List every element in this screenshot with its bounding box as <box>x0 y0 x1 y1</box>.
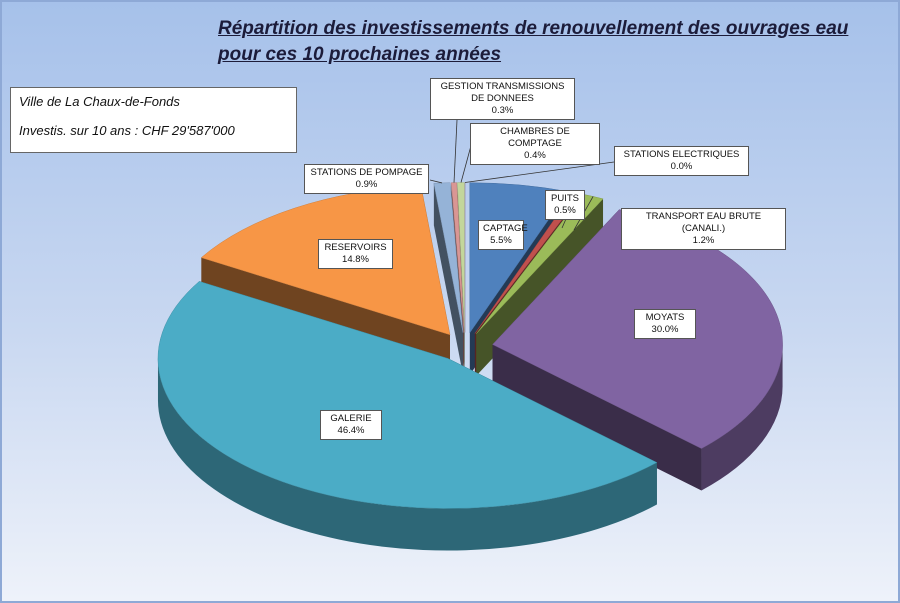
slice <box>433 182 464 333</box>
label-name: STATIONS DE POMPAGE <box>310 167 423 178</box>
label-name: STATIONS ELECTRIQUES <box>623 149 740 160</box>
label-name: RESERVOIRS <box>324 242 387 253</box>
slice-side <box>492 344 702 491</box>
data-label: CAPTAGE 5.5% <box>478 220 528 250</box>
label-name: TRANSPORT EAU BRUTE (CANALI.) <box>645 211 762 234</box>
label-name: GESTION TRANSMISSIONS DE DONNEES <box>440 81 565 104</box>
info-box: Ville de La Chaux-de-Fonds Investis. sur… <box>10 87 297 153</box>
leader-line <box>429 179 443 184</box>
annotation: Investis. sur 10 ans : CHF 29'587'000 <box>19 123 235 138</box>
slice-side <box>701 344 783 491</box>
data-label: RESERVOIRS 14.8% <box>318 239 393 269</box>
label-name: PUITS <box>551 193 579 204</box>
label-name: MOYATS <box>645 312 685 323</box>
label-value: 0.0% <box>670 161 693 172</box>
label-name: GALERIE <box>330 413 372 424</box>
label-value: 0.4% <box>524 150 546 161</box>
leader-line <box>464 161 615 183</box>
data-label: PUITS 0.5% <box>545 190 585 220</box>
label-value: 0.5% <box>554 205 576 216</box>
annotation: Ville de La Chaux-de-Fonds <box>19 94 180 109</box>
slice-side <box>433 183 463 375</box>
label-value: 0.9% <box>355 179 378 190</box>
chart-title: Répartition des investissements de renou… <box>218 18 849 65</box>
label-value: 14.8% <box>342 254 369 265</box>
label-value: 1.2% <box>692 235 715 246</box>
data-label: STATIONS ELECTRIQUES 0.0% <box>614 146 749 176</box>
data-label: CHAMBRES DE COMPTAGE 0.4% <box>470 123 600 165</box>
data-label: GESTION TRANSMISSIONS DE DONNEES 0.3% <box>430 78 575 120</box>
data-label: MOYATS 30.0% <box>634 309 696 339</box>
leader-line <box>453 119 458 183</box>
label-name: CAPTAGE <box>483 223 528 234</box>
data-label: STATIONS DE POMPAGE 0.9% <box>304 164 429 194</box>
label-value: 5.5% <box>490 235 512 246</box>
slice-side <box>157 358 657 551</box>
slice <box>157 281 658 509</box>
label-name: CHAMBRES DE COMPTAGE <box>500 126 570 149</box>
label-value: 46.4% <box>337 425 365 436</box>
data-label: TRANSPORT EAU BRUTE (CANALI.) 1.2% <box>621 208 786 250</box>
label-value: 30.0% <box>651 324 679 335</box>
label-value: 0.3% <box>491 105 514 116</box>
data-label: GALERIE 46.4% <box>320 410 382 440</box>
